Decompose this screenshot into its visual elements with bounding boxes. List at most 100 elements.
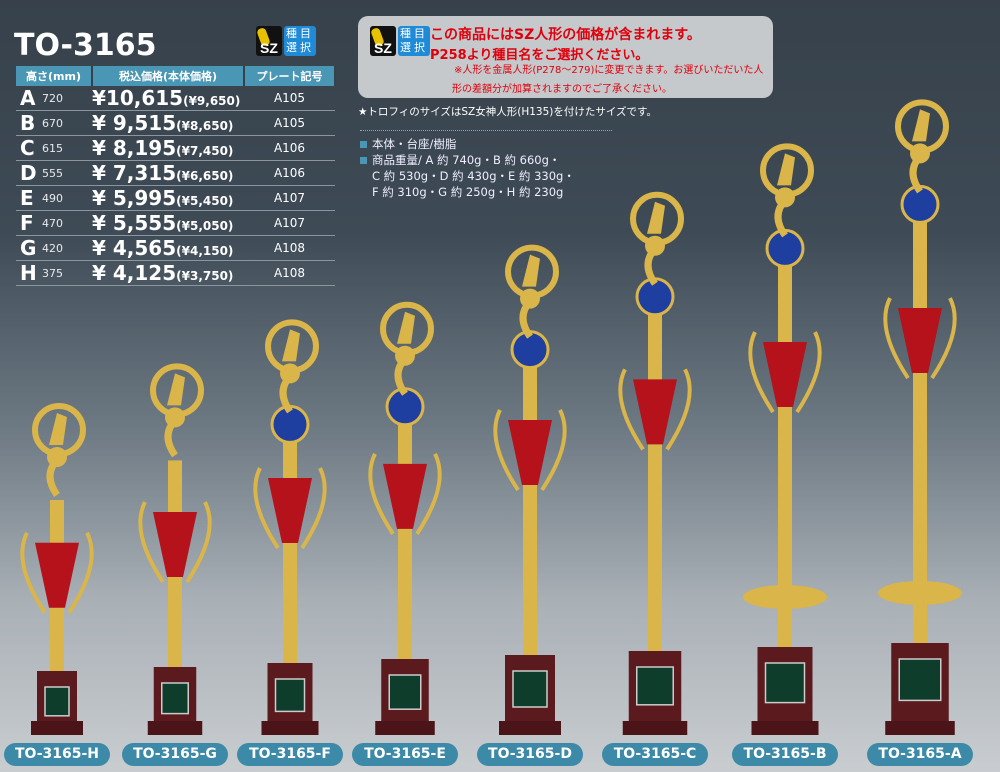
gold-wings — [20, 531, 94, 614]
gold-wings — [368, 452, 442, 535]
goddess-figure-icon — [49, 413, 67, 445]
tax-included-price: ¥ 9,515 — [92, 111, 177, 135]
sz-badge: SZ 種目選択 — [256, 26, 316, 56]
product-title: TO-3165 — [14, 28, 157, 63]
spec-weight: 商品重量/ A 約 740g・B 約 660g・ — [372, 153, 561, 167]
price: ¥ 7,315(¥6,650) — [92, 160, 244, 186]
name-plate — [388, 674, 422, 710]
trophy-stem — [913, 196, 927, 643]
table-row: H 375 ¥ 4,125(¥3,750) A108 — [16, 260, 335, 286]
red-cup — [763, 342, 807, 408]
product-label: TO-3165-C — [602, 743, 708, 766]
table-row: F 470 ¥ 5,555(¥5,050) A107 — [16, 210, 335, 236]
trophy-E — [368, 301, 442, 735]
sz-label: 種目選択 — [284, 26, 316, 56]
red-cup — [633, 379, 677, 445]
goddess-figure-icon — [647, 201, 665, 234]
size-letter: F — [16, 210, 42, 236]
price: ¥ 5,995(¥5,450) — [92, 185, 244, 211]
tax-included-price: ¥ 8,195 — [92, 136, 177, 160]
trophy-base — [499, 721, 561, 735]
name-plate — [44, 686, 70, 717]
size-letter: E — [16, 185, 42, 211]
name-plate — [636, 666, 674, 706]
medal-icon — [165, 407, 185, 428]
medal-icon — [645, 235, 665, 256]
name-plate — [898, 658, 942, 702]
goddess-figure-icon — [912, 109, 930, 142]
divider — [360, 130, 612, 131]
trophy-D — [493, 244, 567, 735]
tax-included-price: ¥ 5,995 — [92, 186, 177, 210]
table-row: B 670 ¥ 9,515(¥8,650) A105 — [16, 110, 335, 136]
product-label: TO-3165-D — [477, 743, 583, 766]
col-price: 税込価格(本体価格) — [92, 66, 245, 86]
product-label: TO-3165-A — [867, 743, 973, 766]
product-label: TO-3165-H — [4, 743, 110, 766]
base-price: (¥8,650) — [176, 119, 234, 133]
goddess-figure-icon — [522, 254, 540, 287]
height-mm: 420 — [42, 235, 92, 261]
size-note: ★トロフィのサイズはSZ女神人形(H135)を付けたサイズです。 — [358, 106, 658, 118]
height-mm: 555 — [42, 160, 92, 186]
blue-globe — [765, 228, 805, 268]
product-label: TO-3165-G — [122, 743, 228, 766]
tax-included-price: ¥ 5,555 — [92, 211, 177, 235]
size-letter: A — [16, 86, 42, 111]
price: ¥ 4,565(¥4,150) — [92, 235, 244, 261]
red-cup — [383, 463, 427, 529]
trophy-F — [253, 319, 327, 735]
product-label: TO-3165-F — [237, 743, 343, 766]
base-price: (¥9,650) — [183, 94, 241, 108]
plate-code: A105 — [244, 110, 335, 136]
table-row: A 720 ¥10,615(¥9,650) A105 — [16, 86, 335, 111]
name-plate — [512, 670, 548, 708]
trophy-stem — [648, 288, 662, 651]
table-row: D 555 ¥ 7,315(¥6,650) A106 — [16, 160, 335, 186]
trophy-stem — [523, 341, 537, 655]
medal-icon — [775, 187, 795, 208]
price: ¥10,615(¥9,650) — [92, 86, 244, 111]
medal-icon — [910, 143, 930, 164]
plate-code: A107 — [244, 185, 335, 211]
product-label: TO-3165-B — [732, 743, 838, 766]
goddess-figure-icon — [777, 153, 795, 186]
table-row: C 615 ¥ 8,195(¥7,450) A106 — [16, 135, 335, 161]
gold-wings — [748, 331, 822, 414]
table-row: G 420 ¥ 4,565(¥4,150) A108 — [16, 235, 335, 261]
plate-code: A106 — [244, 135, 335, 161]
col-height: 高さ(mm) — [16, 66, 93, 86]
trophy-base — [885, 721, 955, 735]
sz-figure-icon: SZ — [370, 26, 396, 56]
size-letter: G — [16, 235, 42, 261]
red-cup — [153, 512, 197, 578]
plate-code: A105 — [244, 86, 335, 111]
trophy-base — [147, 721, 203, 735]
trophy-C — [618, 191, 692, 735]
plate-code: A107 — [244, 210, 335, 236]
trophy-H — [20, 403, 94, 735]
base-price: (¥4,150) — [176, 244, 234, 258]
goddess-figure-icon — [397, 311, 415, 344]
goddess-figure-icon — [282, 329, 300, 362]
trophy-A — [878, 99, 962, 735]
notice-line: P258より種目名をご選択ください。 — [430, 48, 649, 63]
height-mm: 375 — [42, 260, 92, 286]
sz-label: 種目選択 — [398, 26, 430, 56]
plate-code: A106 — [244, 160, 335, 186]
blue-globe — [270, 404, 310, 444]
base-price: (¥6,650) — [176, 169, 234, 183]
sz-badge: SZ 種目選択 — [370, 26, 430, 56]
spec-weight: F 約 310g・G 約 250g・H 約 230g — [372, 185, 564, 199]
red-cup — [268, 478, 312, 544]
price: ¥ 9,515(¥8,650) — [92, 110, 244, 136]
medal-icon — [520, 288, 540, 309]
height-mm: 720 — [42, 86, 92, 111]
medal-icon — [47, 447, 67, 467]
notice-line: この商品にはSZ人形の価格が含まれます。 — [430, 27, 701, 43]
tax-included-price: ¥ 4,125 — [92, 261, 177, 285]
medal-icon — [395, 345, 415, 366]
trophy-base — [375, 721, 435, 735]
blue-globe — [635, 277, 675, 317]
gold-bowl — [743, 585, 827, 609]
